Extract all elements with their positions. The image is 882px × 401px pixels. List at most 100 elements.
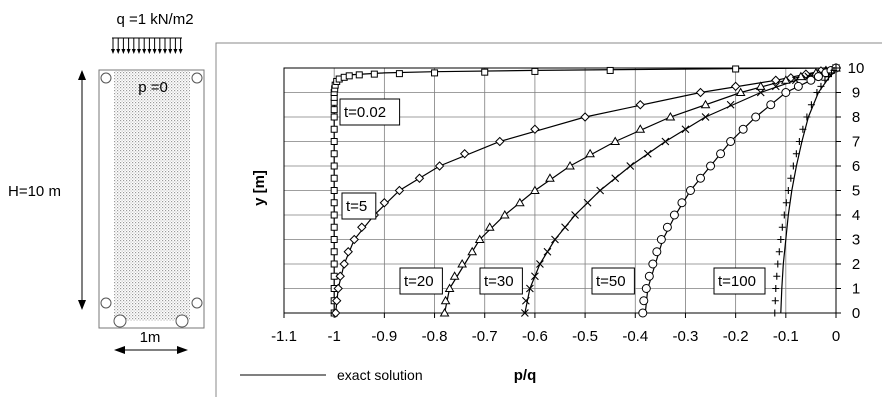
data-point-diamond <box>379 198 390 208</box>
data-point-plus <box>792 150 800 158</box>
data-point-square <box>330 260 338 268</box>
data-point-x <box>771 82 780 91</box>
series-label-box <box>341 192 377 220</box>
data-point-triangle <box>440 295 451 305</box>
data-point-triangle <box>565 160 575 170</box>
column-diagram: q =1 kN/m2 p =0 H=10 m 1m <box>8 11 205 354</box>
data-point-triangle <box>444 283 455 292</box>
data-point-square <box>330 211 338 219</box>
data-point-circle <box>766 100 776 110</box>
data-point-diamond <box>786 73 796 83</box>
x-tick-label: -0.8 <box>422 328 448 345</box>
data-point-x <box>536 260 544 268</box>
y-axis-label: y [m] <box>251 170 268 206</box>
data-point-x <box>681 125 690 134</box>
load-arrow-set <box>111 38 183 54</box>
y-tick-label: 9 <box>852 85 860 102</box>
load-arrow-head-icon <box>142 49 147 54</box>
data-point-square <box>732 65 740 73</box>
data-point-triangle <box>780 75 791 84</box>
x-axis-label: p/q <box>514 367 537 384</box>
data-point-diamond <box>771 75 781 85</box>
data-point-plus <box>824 73 832 81</box>
y-tick-label: 4 <box>852 207 860 224</box>
y-tick-label: 1 <box>852 281 860 298</box>
data-point-circle <box>706 161 716 171</box>
data-point-plus <box>773 272 781 280</box>
data-point-square <box>355 71 363 79</box>
data-point-diamond <box>343 247 353 257</box>
roller-support-icon <box>100 72 112 84</box>
data-point-x <box>531 272 539 281</box>
series-label-box <box>591 267 635 295</box>
x-tick-label: -0.7 <box>472 328 498 345</box>
roller-support-icon <box>175 314 189 328</box>
data-point-square <box>330 162 338 170</box>
chart-panel: -1.1 -1 -0.9 -0.8 -0.7 -0.6 -0.5 -0.4 -0.3 -0.2 -0… <box>215 42 882 397</box>
y-tick-label: 8 <box>852 109 860 126</box>
series-label: t=30 <box>484 273 514 290</box>
data-point-square <box>330 199 338 207</box>
data-point-plus <box>780 211 788 219</box>
data-point-plus <box>778 223 786 231</box>
load-arrow-head-icon <box>121 49 126 54</box>
data-point-x <box>643 149 652 158</box>
data-point-diamond <box>730 81 741 92</box>
height-label: H=10 m <box>8 183 61 200</box>
data-point-circle <box>639 296 649 306</box>
series-label-box <box>399 267 443 295</box>
series-label: t=5 <box>346 198 367 215</box>
data-point-plus <box>807 101 815 109</box>
data-point-square <box>395 70 403 78</box>
data-point-plus <box>782 199 790 207</box>
data-point-x <box>561 223 569 232</box>
y-tick-label: 10 <box>848 60 865 77</box>
data-point-diamond <box>695 87 706 98</box>
series-label: t=100 <box>718 273 756 290</box>
data-point-circle <box>662 222 672 232</box>
data-point-plus <box>789 162 797 170</box>
data-point-plus <box>771 297 779 305</box>
x-tick-label: -0.4 <box>622 328 648 345</box>
load-arrow-head-icon <box>163 49 167 54</box>
data-point-square <box>330 174 338 182</box>
column-soil <box>114 71 190 321</box>
data-point-circle <box>696 173 706 183</box>
data-point-diamond <box>330 308 341 318</box>
data-point-square <box>531 67 539 75</box>
data-point-plus <box>787 174 795 182</box>
load-arrow-head-icon <box>116 49 121 54</box>
series-labels: t=0.02 t=5 t=20 t=30 t=50 t=100 <box>339 98 766 295</box>
series-label-box <box>479 267 523 295</box>
data-point-plus <box>821 76 829 84</box>
data-point-x <box>551 235 559 244</box>
roller-support-icon <box>191 297 203 309</box>
data-point-triangle <box>484 222 495 231</box>
y-tick-label: 3 <box>852 232 860 249</box>
data-point-triangle <box>499 209 510 219</box>
series-label: t=20 <box>404 273 434 290</box>
x-tick-label: -0.6 <box>522 328 548 345</box>
data-point-circle <box>806 75 816 85</box>
data-point-diamond <box>635 100 645 110</box>
arrow-right-icon <box>177 346 188 354</box>
data-point-x <box>526 284 534 293</box>
x-tick-label: -1.1 <box>271 328 297 345</box>
data-point-square <box>431 69 439 77</box>
data-point-diamond <box>331 296 342 306</box>
data-point-circle <box>652 247 662 257</box>
data-point-square <box>330 248 338 256</box>
data-point-diamond <box>530 124 540 134</box>
data-point-circle <box>738 124 748 134</box>
series-label: t=50 <box>596 273 626 290</box>
data-point-triangle <box>449 271 460 280</box>
data-point-circle <box>716 149 726 159</box>
data-point-diamond <box>335 271 345 281</box>
load-arrow-head-icon <box>147 49 152 54</box>
data-point-triangle <box>700 99 711 109</box>
data-point-triangle <box>457 258 468 268</box>
x-tick-label: -0.3 <box>673 328 699 345</box>
data-point-circle <box>644 271 654 281</box>
data-point-diamond <box>414 173 425 183</box>
